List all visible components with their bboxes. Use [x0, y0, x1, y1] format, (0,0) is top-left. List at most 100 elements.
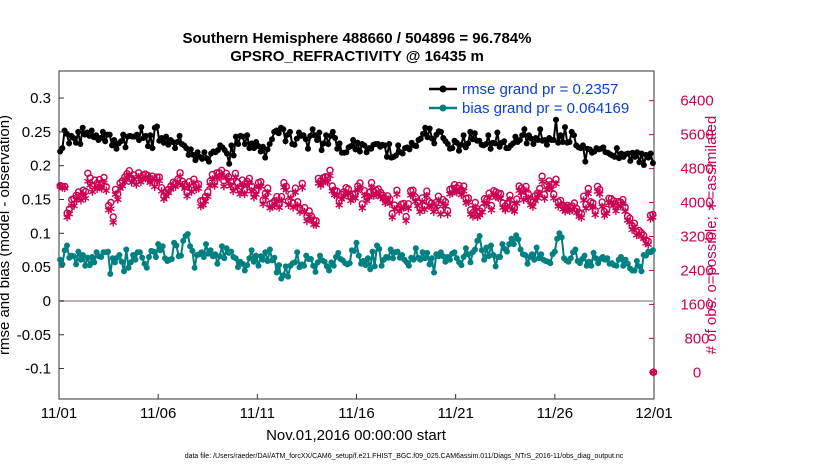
- bias-point: [508, 235, 515, 242]
- legend-rmse-label: rmse grand pr = 0.2357: [462, 81, 618, 98]
- rmse-point: [516, 137, 523, 143]
- bias-point: [364, 255, 371, 262]
- rmse-point: [383, 153, 390, 160]
- chart-subtitle: GPSRO_REFRACTIVITY @ 16435 m: [230, 48, 484, 65]
- bias-point: [116, 252, 123, 258]
- bias-point: [485, 253, 492, 260]
- bias-point: [412, 245, 419, 252]
- rmse-point: [122, 144, 129, 151]
- bias-point: [465, 251, 472, 258]
- obs-assimilated-marker: [203, 192, 212, 201]
- rmse-point: [201, 149, 208, 156]
- obs-assimilated-marker: [291, 188, 300, 197]
- bias-point: [155, 241, 162, 248]
- rmse-point: [158, 135, 165, 141]
- rmse-point: [187, 146, 194, 153]
- obs-assimilated-marker: [286, 194, 295, 203]
- rmse-point: [323, 132, 330, 139]
- bias-point: [410, 256, 417, 263]
- bias-point: [73, 261, 80, 268]
- rmse-point: [647, 150, 654, 157]
- rmse-point: [386, 141, 393, 147]
- bias-point: [262, 249, 269, 256]
- bias-point: [355, 252, 362, 259]
- rmse-point: [149, 145, 156, 152]
- rmse-point: [471, 130, 478, 137]
- obs-assimilated-marker: [277, 196, 286, 205]
- rmse-point: [291, 141, 298, 148]
- bias-point: [130, 252, 137, 258]
- bias-point: [472, 246, 478, 253]
- bias-point: [200, 254, 207, 260]
- rmse-point: [226, 160, 233, 167]
- bias-point: [369, 248, 376, 255]
- obs-assimilated-marker: [570, 203, 579, 212]
- bias-point: [451, 249, 458, 256]
- rmse-point: [248, 140, 255, 147]
- rmse-point: [302, 136, 309, 143]
- x-tick-label: 11/16: [338, 405, 374, 422]
- obs-assimilated-marker: [351, 194, 360, 203]
- obs-assimilated-marker: [549, 194, 558, 203]
- bias-point: [241, 267, 248, 274]
- obs-assimilated-marker: [443, 210, 452, 219]
- bias-point: [617, 254, 624, 260]
- bias-point: [426, 261, 433, 268]
- bias-point: [198, 249, 205, 256]
- bias-point: [203, 241, 209, 248]
- obs-assimilated-marker: [231, 173, 240, 182]
- rmse-point: [154, 123, 160, 130]
- bias-point: [136, 249, 143, 256]
- rmse-point: [406, 146, 413, 153]
- bias-point: [638, 268, 645, 275]
- rmse-point: [453, 139, 460, 146]
- y-right-tick-label: 0: [693, 364, 701, 381]
- rmse-point: [59, 145, 66, 152]
- rmse-point: [266, 141, 273, 147]
- obs-assimilated-marker: [107, 204, 115, 213]
- rmse-point: [145, 143, 151, 150]
- bias-point: [492, 263, 499, 270]
- bias-point: [390, 255, 396, 262]
- bias-point: [118, 258, 125, 265]
- rmse-point: [519, 132, 526, 139]
- bias-point: [399, 252, 406, 258]
- rmse-point: [465, 140, 472, 147]
- bias-point: [207, 247, 214, 254]
- bias-point: [248, 247, 255, 254]
- obs-assimilated-marker: [344, 189, 353, 198]
- rmse-point: [600, 144, 607, 151]
- bias-point: [280, 272, 287, 279]
- rmse-point: [485, 132, 492, 139]
- rmse-point: [190, 151, 197, 158]
- rmse-point: [93, 132, 100, 139]
- rmse-point: [318, 147, 325, 154]
- bias-point: [314, 259, 321, 266]
- rmse-point: [185, 151, 192, 158]
- rmse-point: [246, 145, 253, 152]
- rmse-point: [521, 126, 528, 133]
- bias-point: [424, 249, 431, 256]
- bias-point: [428, 255, 435, 262]
- bias-point: [291, 259, 298, 266]
- rmse-point: [444, 141, 451, 147]
- bias-point: [246, 255, 253, 262]
- bias-point: [517, 246, 524, 253]
- bias-point: [499, 241, 506, 248]
- bias-point: [419, 249, 426, 256]
- obs-assimilated-marker: [621, 207, 629, 216]
- rmse-point: [75, 128, 82, 135]
- x-tick-label: 11/06: [140, 405, 176, 422]
- rmse-point: [356, 148, 363, 155]
- rmse-point: [487, 145, 494, 152]
- bias-point: [346, 260, 353, 267]
- obs-assimilated-marker: [432, 202, 440, 211]
- obs-assimilated-marker: [109, 218, 118, 227]
- obs-assimilated-marker: [464, 198, 473, 207]
- obs-assimilated-marker: [404, 204, 413, 213]
- bias-point: [82, 262, 89, 269]
- rmse-point: [244, 132, 251, 139]
- rmse-point: [269, 136, 275, 143]
- bias-point: [321, 258, 328, 265]
- bias-point: [250, 258, 257, 265]
